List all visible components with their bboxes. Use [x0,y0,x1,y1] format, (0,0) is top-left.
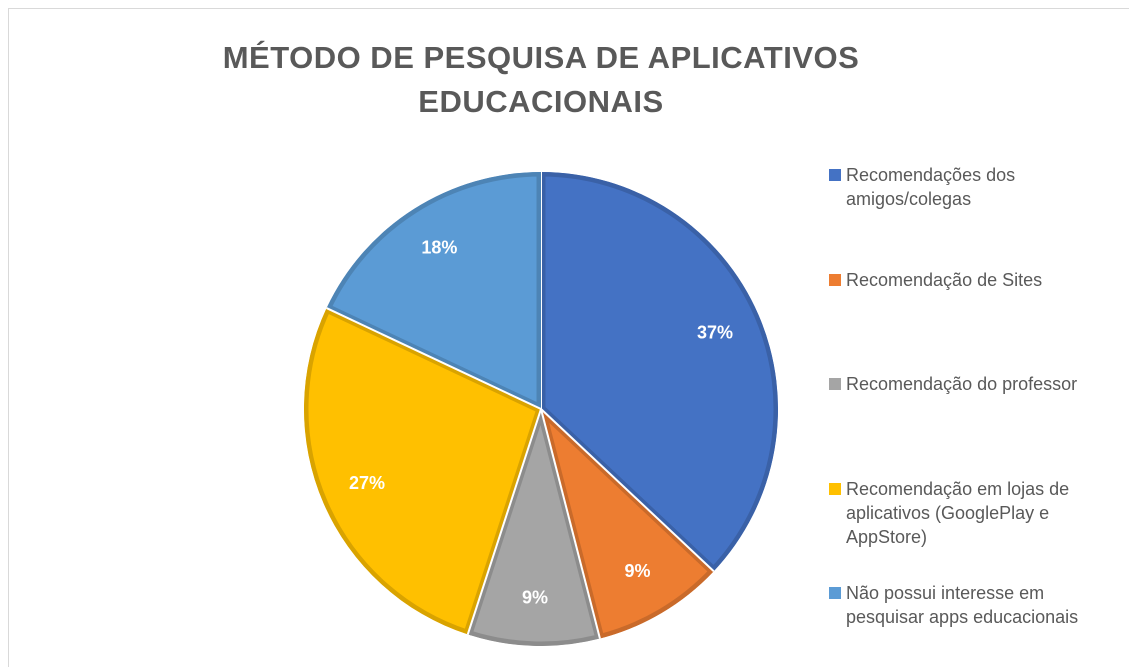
legend-swatch [829,273,841,286]
legend-item: Recomendação do professor [829,372,1124,396]
pie-slice [467,409,600,646]
pie-slice [541,172,778,572]
legend-swatch [829,482,841,495]
chart-title: MÉTODO DE PESQUISA DE APLICATIVOS EDUCAC… [222,40,860,119]
data-label: 27% [349,473,385,493]
legend-label: Recomendação em lojas de aplicativos (Go… [846,478,1070,547]
legend-item: Recomendação de Sites [829,268,1124,292]
pie-slice [304,308,541,635]
pie-slice [541,409,714,639]
data-label: 18% [421,238,457,258]
legend-swatch [829,587,841,599]
slice-gap [466,408,542,635]
slice-gap [540,408,601,639]
data-label: 9% [625,561,651,581]
legend-swatch [829,378,841,390]
legend-label: Não possui interesse em pesquisar apps e… [846,583,1079,627]
legend-swatch [829,169,841,181]
data-label: 9% [522,587,548,607]
slice-gap [540,408,715,572]
legend-label: Recomendação de Sites [846,269,1043,290]
legend-label: Recomendações dos amigos/colegas [846,165,1016,209]
data-label: 37% [697,322,733,342]
legend-item: Recomendações dos amigos/colegas [829,163,1124,211]
legend-item: Recomendação em lojas de aplicativos (Go… [829,477,1124,549]
legend-label: Recomendação do professor [846,374,1078,394]
pie-slice [326,172,541,409]
legend-item: Não possui interesse em pesquisar apps e… [829,581,1124,629]
chart-frame [8,8,1129,667]
slice-gap [326,307,542,410]
